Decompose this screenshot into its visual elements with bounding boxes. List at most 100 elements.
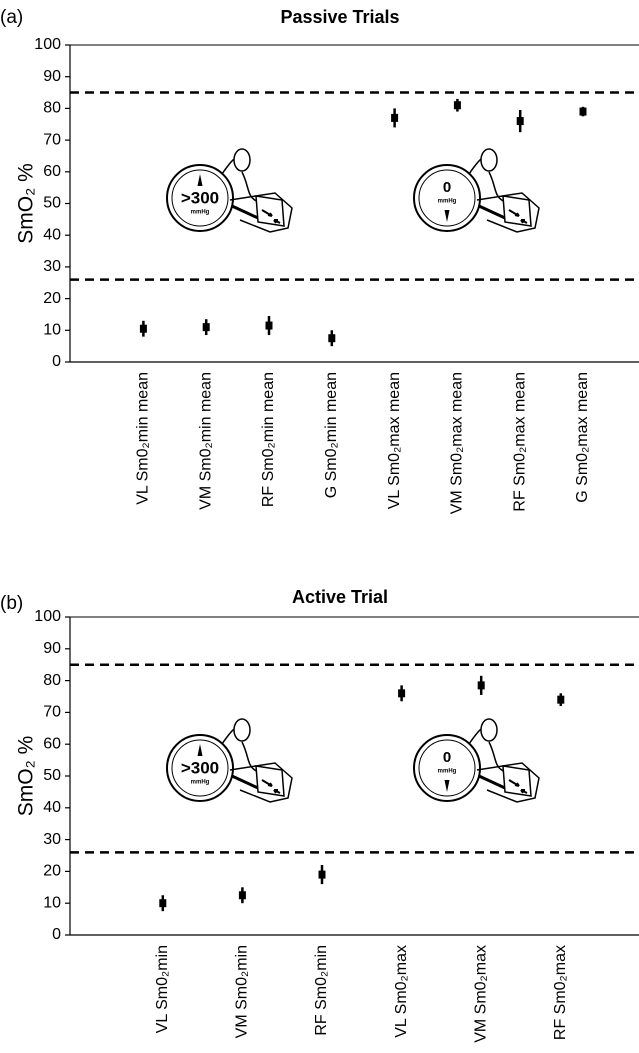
cuff [255,195,285,227]
gauge-unit: mmHg [438,199,457,205]
chart-title: Active Trial [292,587,388,607]
y-tick-label: 10 [43,894,61,911]
x-tick-label: VM Sm0₂min mean [197,372,214,510]
tube [478,204,506,220]
y-tick-label: 20 [43,863,61,880]
y-tick-label: 80 [43,672,61,689]
y-tick-label: 10 [43,322,61,339]
y-tick-label: 40 [43,799,61,816]
gauge-pressure: >300 [181,758,219,777]
x-tick-label: VM Sm0₂min [234,945,251,1038]
panel-label: (a) [0,7,23,28]
marker [265,321,273,330]
cuff [502,195,532,227]
leg [229,192,293,233]
gauge-inner [418,169,476,227]
cuff [502,765,532,797]
bulb [233,148,251,172]
marker [557,695,565,704]
y-tick-label: 30 [43,258,61,275]
gauge-needle [444,780,450,792]
tube [488,171,506,203]
arrow [261,209,281,224]
y-axis-label: SmO₂ % [15,163,38,244]
marker [477,681,485,690]
arrow [261,779,281,794]
gauge-pressure: 0 [443,179,451,196]
tube [241,741,259,773]
bulb [480,718,498,742]
x-tick-label: RF Sm0₂min mean [260,372,277,507]
marker [202,323,210,332]
y-tick-label: 90 [43,640,61,657]
gauge-unit: mmHg [191,780,210,786]
x-tick-label: VM Sm0₂max [472,945,489,1043]
x-tick-label: VL Sm0₂max mean [386,372,403,509]
y-tick-label: 0 [52,926,61,943]
gauge [413,734,481,802]
y-tick-label: 100 [34,608,61,625]
y-tick-label: 50 [43,767,61,784]
bulb [480,148,498,172]
y-tick-label: 100 [34,36,61,53]
chart-title: Passive Trials [280,7,399,27]
cuff-icon: >300 mmHg [166,718,293,803]
y-axis-label: SmO₂ % [15,736,38,817]
leg [476,192,540,233]
y-tick-label: 40 [43,226,61,243]
x-tick-label: RF Sm0₂max mean [511,372,528,512]
y-tick-label: 0 [52,353,61,370]
marker [516,117,524,126]
y-tick-label: 60 [43,735,61,752]
marker [238,891,246,900]
arrow [508,209,528,224]
x-tick-label: VL Sm0₂min [154,945,171,1033]
arrow [508,779,528,794]
x-tick-label: G Sm0₂max mean [574,372,591,503]
x-tick-label: VM Sm0₂max mean [449,372,466,514]
marker [453,101,461,110]
marker [328,334,336,343]
gauge [413,164,481,232]
tube [488,741,506,773]
marker [398,689,406,698]
y-tick-label: 70 [43,131,61,148]
cuff-icon: 0 mmHg [413,718,540,803]
x-tick-label: RF Sm0₂min [313,945,330,1036]
gauge-pressure: 0 [443,749,451,766]
x-tick-label: RF Sm0₂max [552,945,569,1040]
tube [231,204,259,220]
panel-label: (b) [0,593,23,614]
marker [318,870,326,879]
gauge-inner [418,739,476,797]
y-tick-label: 70 [43,704,61,721]
leg [229,762,293,803]
gauge-unit: mmHg [191,210,210,216]
marker [391,113,399,122]
gauge-needle [197,174,203,186]
x-tick-label: G Sm0₂min mean [323,372,340,498]
cuff-icon: 0 mmHg [413,148,540,233]
gauge-inner [171,739,229,797]
tube [241,171,259,203]
bulb [233,718,251,742]
cuff [255,765,285,797]
marker [159,899,167,908]
gauge [166,734,234,802]
y-tick-label: 30 [43,831,61,848]
y-tick-label: 90 [43,68,61,85]
cuff-icon: >300 mmHg [166,148,293,233]
gauge-pressure: >300 [181,188,219,207]
gauge-needle [444,210,450,222]
x-tick-label: VL Sm0₂max [393,945,410,1038]
leg [476,762,540,803]
y-tick-label: 50 [43,195,61,212]
y-tick-label: 60 [43,163,61,180]
marker [139,324,147,333]
marker [579,107,587,116]
gauge-inner [171,169,229,227]
gauge [166,164,234,232]
tube [231,774,259,790]
gauge-needle [197,744,203,756]
gauge-unit: mmHg [438,769,457,775]
